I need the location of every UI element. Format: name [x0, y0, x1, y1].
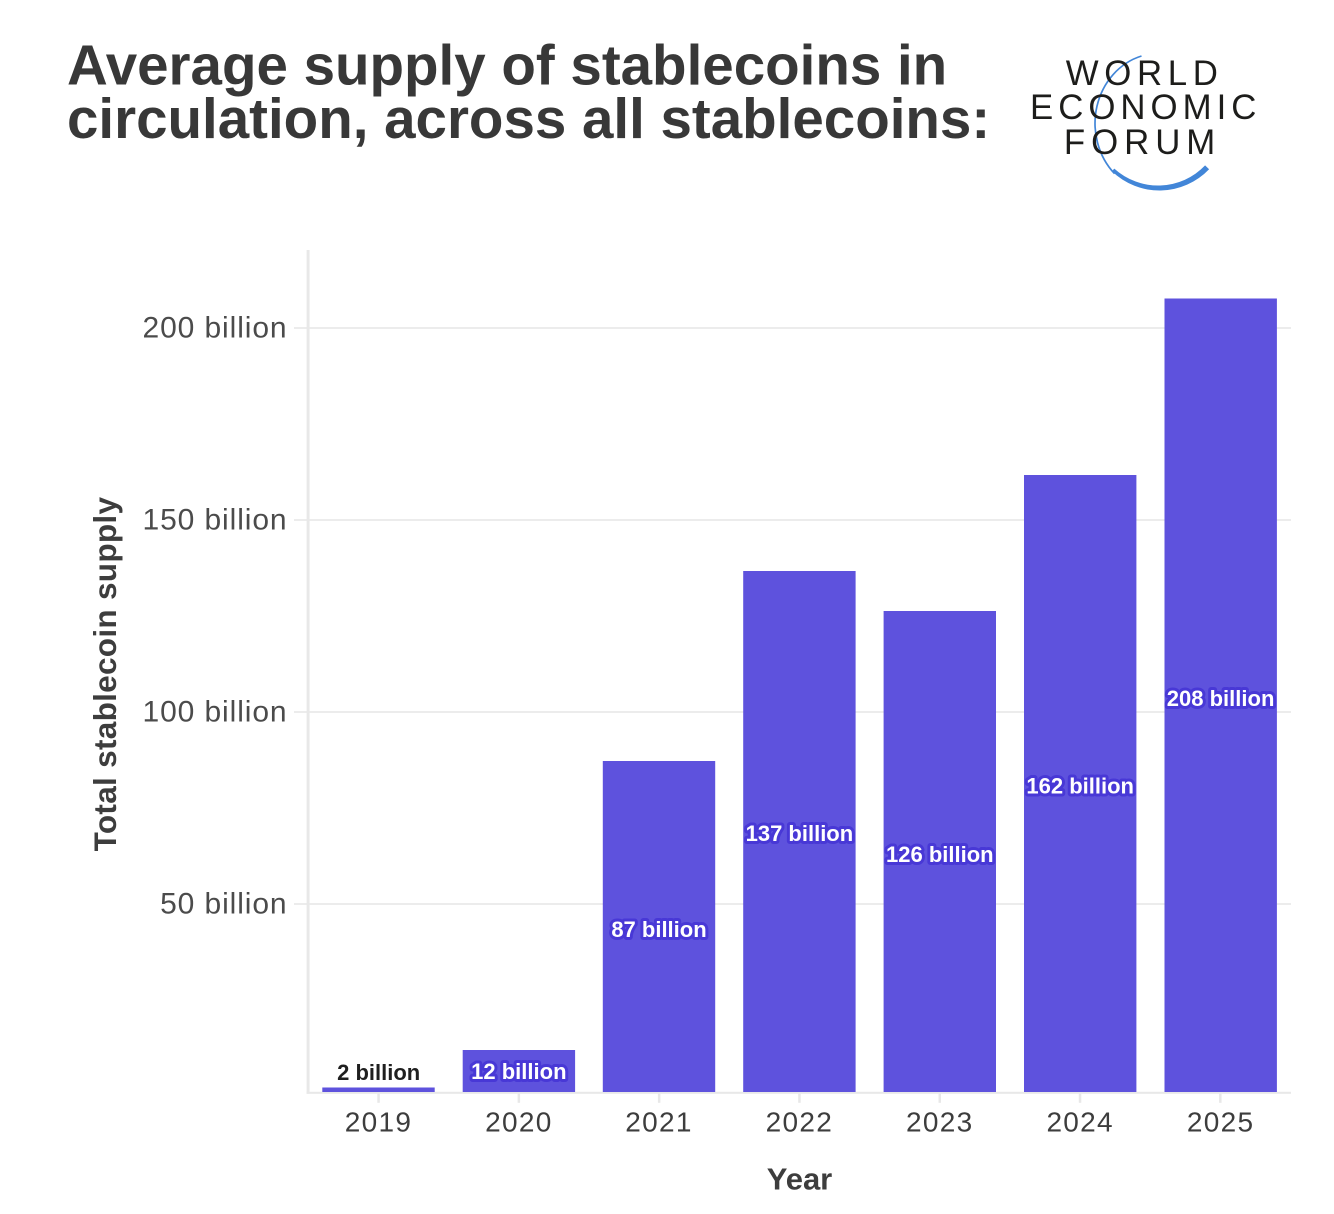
svg-text:FORUM: FORUM [1064, 123, 1221, 162]
svg-text:2022: 2022 [766, 1106, 834, 1137]
svg-text:208 billion: 208 billion [1167, 686, 1275, 711]
svg-text:2025: 2025 [1187, 1106, 1255, 1137]
svg-text:Average supply of stablecoins: Average supply of stablecoins in [67, 34, 947, 97]
svg-text:126 billion: 126 billion [886, 842, 994, 867]
svg-text:162 billion: 162 billion [1026, 773, 1134, 798]
svg-text:50 billion: 50 billion [160, 887, 287, 920]
svg-text:150 billion: 150 billion [142, 503, 287, 536]
svg-text:Total stablecoin supply: Total stablecoin supply [87, 497, 123, 852]
svg-text:12 billion: 12 billion [471, 1059, 566, 1084]
svg-text:100 billion: 100 billion [142, 695, 287, 728]
svg-text:87 billion: 87 billion [611, 917, 706, 942]
svg-text:ECONOMIC: ECONOMIC [1030, 88, 1261, 127]
svg-text:200 billion: 200 billion [142, 311, 287, 344]
svg-text:WORLD: WORLD [1066, 54, 1224, 93]
svg-text:2 billion: 2 billion [337, 1060, 420, 1085]
svg-text:2020: 2020 [485, 1106, 553, 1137]
svg-text:circulation, across all stable: circulation, across all stablecoins: [67, 87, 990, 150]
svg-text:2023: 2023 [906, 1106, 974, 1137]
svg-text:2019: 2019 [345, 1106, 413, 1137]
svg-text:137 billion: 137 billion [746, 821, 854, 846]
svg-text:2021: 2021 [625, 1106, 693, 1137]
svg-text:Year: Year [767, 1162, 833, 1197]
svg-text:2024: 2024 [1046, 1106, 1114, 1137]
